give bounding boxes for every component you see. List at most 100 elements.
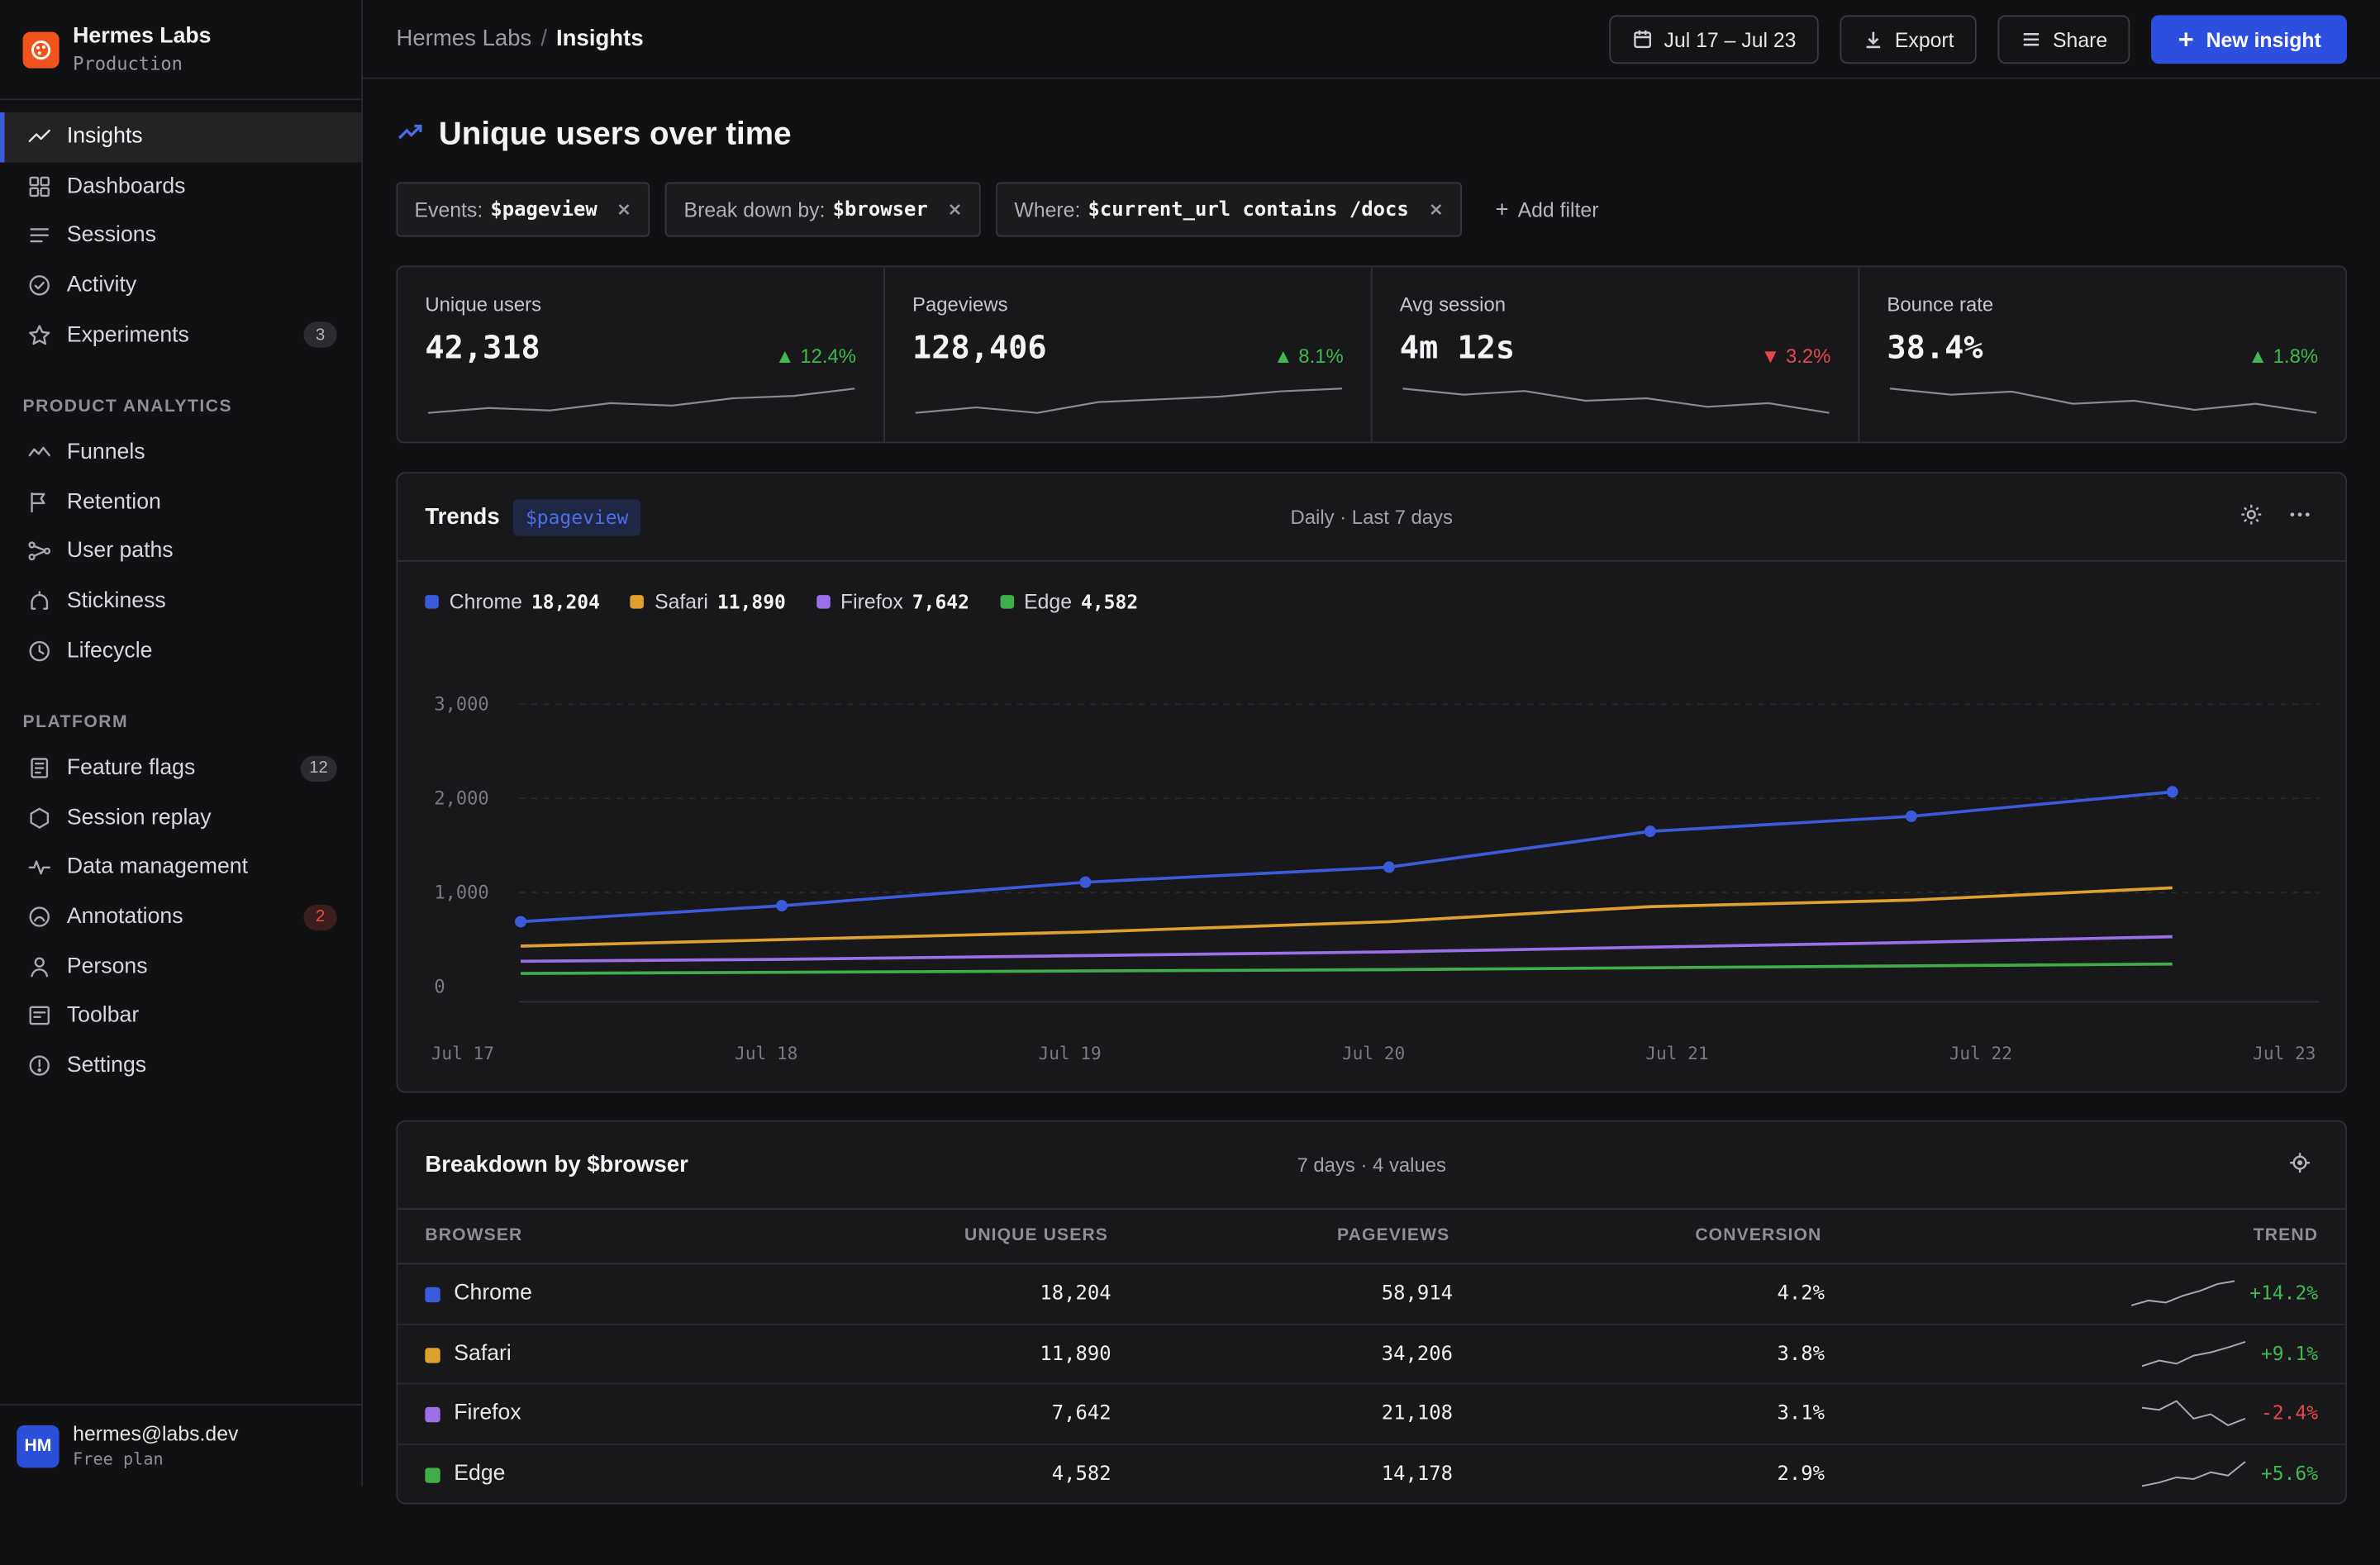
page-title: Unique users over time — [438, 117, 792, 152]
sidebar-item-dashboards[interactable]: Dashboards — [0, 162, 361, 212]
user-menu[interactable]: HM hermes@labs.dev Free plan — [0, 1404, 362, 1486]
pageviews-value: 58,914 — [1381, 1282, 1454, 1306]
export-button[interactable]: Export — [1840, 15, 1978, 64]
data-point[interactable] — [1383, 861, 1395, 873]
add-filter-button[interactable]: + Add filter — [1495, 197, 1598, 222]
series-line-chrome[interactable] — [520, 790, 2173, 924]
arrow-up-icon: ▲ — [2248, 344, 2268, 368]
legend-item[interactable]: Firefox 7,642 — [816, 590, 969, 614]
event-tag[interactable]: $pageview — [513, 498, 641, 535]
sidebar-item-label: Funnels — [66, 440, 145, 465]
filter-label: Events: — [414, 197, 483, 221]
sidebar-item-user-paths[interactable]: User paths — [0, 527, 361, 577]
table-row[interactable]: Chrome 18,204 58,914 4.2% +14.2% — [397, 1264, 2346, 1325]
legend-item[interactable]: Edge 4,582 — [999, 591, 1138, 613]
stat-sparkline — [915, 388, 1342, 414]
sidebar-item-label: Insights — [66, 125, 143, 150]
data-point[interactable] — [2166, 786, 2178, 798]
crosshair-icon[interactable] — [2287, 1150, 2311, 1182]
sidebar-item-lifecycle[interactable]: Lifecycle — [0, 626, 361, 675]
date-range-label: Jul 17 – Jul 23 — [1664, 27, 1797, 51]
col-trend[interactable]: TREND — [2253, 1226, 2319, 1245]
stat-label: Pageviews — [912, 293, 1008, 316]
sidebar-item-retention[interactable]: Retention — [0, 478, 361, 527]
brand[interactable]: Hermes Labs Production — [0, 0, 362, 101]
col-unique-users[interactable]: UNIQUE USERS — [964, 1226, 1109, 1245]
sidebar-item-settings[interactable]: Settings — [0, 1040, 361, 1090]
col-conversion[interactable]: CONVERSION — [1695, 1226, 1822, 1245]
more-icon[interactable] — [2287, 502, 2311, 535]
col-pageviews[interactable]: PAGEVIEWS — [1337, 1226, 1450, 1245]
table-row[interactable]: Edge 4,582 14,178 2.9% +5.6% — [397, 1445, 2345, 1506]
data-point[interactable] — [776, 900, 788, 912]
sidebar-item-session-replay[interactable]: Session replay — [0, 793, 361, 843]
legend-item[interactable]: Chrome 18,204 — [425, 591, 600, 613]
legend-item[interactable]: Safari 11,890 — [630, 591, 786, 613]
share-button[interactable]: Share — [1997, 15, 2130, 64]
sidebar-item-stickiness[interactable]: Stickiness — [0, 577, 361, 626]
sidebar-item-experiments[interactable]: Experiments 3 — [0, 310, 361, 359]
plus-icon — [2178, 31, 2196, 49]
filter-chip[interactable]: Break down by: $browser — [665, 182, 982, 237]
sidebar: Hermes Labs Production Insights Dashboard… — [0, 0, 364, 1487]
sidebar-item-persons[interactable]: Persons — [0, 942, 361, 992]
stat-change-value: 8.1% — [1298, 344, 1344, 368]
conversion-value: 3.8% — [1777, 1343, 1825, 1366]
sidebar-item-activity[interactable]: Activity — [0, 261, 361, 311]
col-browser[interactable]: BROWSER — [425, 1226, 523, 1245]
data-point[interactable] — [1905, 810, 1917, 822]
calendar-icon — [1632, 29, 1654, 50]
data-point[interactable] — [515, 916, 527, 928]
sidebar-item-toolbar[interactable]: Toolbar — [0, 991, 361, 1040]
close-icon[interactable] — [617, 202, 632, 216]
trends-chart: 3,000 2,000 1,000 0 Jul 17 Jul 18 Jul 19 Jul 20… — [431, 695, 2320, 1063]
share-label: Share — [2052, 27, 2108, 51]
data-point[interactable] — [1644, 825, 1656, 838]
stat-card[interactable]: Avg session 4m 12s ▼ 3.2% — [1373, 267, 1860, 442]
stat-card[interactable]: Unique users 42,318 ▲ 12.4% — [397, 267, 885, 442]
count-badge: 2 — [303, 904, 337, 930]
grid-icon — [27, 174, 51, 198]
filter-chip[interactable]: Where: $current_url contains /docs — [996, 182, 1463, 237]
arrow-down-icon: ▼ — [1760, 344, 1781, 368]
brand-name: Hermes Labs — [73, 24, 212, 49]
browser-name: Safari — [454, 1341, 512, 1366]
sidebar-item-sessions[interactable]: Sessions — [0, 212, 361, 261]
person-icon — [27, 954, 51, 978]
breadcrumb-current: Insights — [556, 26, 644, 52]
breadcrumb-parent[interactable]: Hermes Labs — [396, 26, 532, 52]
sidebar-item-feature-flags[interactable]: Feature flags 12 — [0, 744, 361, 793]
sidebar-item-data-management[interactable]: Data management — [0, 843, 361, 892]
stat-card[interactable]: Pageviews 128,406 ▲ 8.1% — [885, 267, 1373, 442]
table-row[interactable]: Firefox 7,642 21,108 3.1% -2.4% — [397, 1385, 2346, 1445]
filter-chip[interactable]: Events: $pageview — [396, 182, 651, 237]
trend-value: +9.1% — [2260, 1341, 2319, 1364]
close-icon[interactable] — [948, 202, 963, 216]
series-line-edge[interactable] — [521, 962, 2173, 975]
new-insight-button[interactable]: New insight — [2151, 15, 2348, 64]
stat-card[interactable]: Bounce rate 38.4% ▲ 1.8% — [1859, 267, 2345, 441]
stat-change: ▲ 1.8% — [2248, 345, 2318, 368]
sidebar-item-insights[interactable]: Insights — [0, 112, 362, 162]
date-range-button[interactable]: Jul 17 – Jul 23 — [1609, 15, 1820, 64]
pageviews-value: 21,108 — [1381, 1403, 1454, 1426]
data-point[interactable] — [1079, 876, 1092, 888]
sidebar-item-annotations[interactable]: Annotations 2 — [0, 892, 361, 942]
close-icon[interactable] — [1429, 202, 1444, 216]
sidebar-item-funnels[interactable]: Funnels — [0, 428, 361, 478]
y-tick-label: 2,000 — [434, 789, 488, 810]
sidebar-item-label: Sessions — [66, 223, 156, 249]
sparkline-path — [1402, 388, 1830, 414]
sidebar-item-label: Annotations — [66, 904, 183, 930]
trends-title: Trends — [425, 503, 500, 530]
series-line-firefox[interactable] — [521, 935, 2173, 963]
sidebar-item-label: Experiments — [66, 322, 189, 348]
filter-label: Break down by: — [683, 197, 826, 221]
breakdown-header: Breakdown by $browser 7 days · 4 values — [397, 1122, 2346, 1211]
sun-settings-icon[interactable] — [2240, 502, 2263, 535]
series-line-safari[interactable] — [521, 886, 2173, 948]
legend-value: 7,642 — [912, 590, 969, 614]
user-plan: Free plan — [73, 1449, 164, 1470]
table-row[interactable]: Safari 11,890 34,206 3.8% +9.1% — [397, 1325, 2346, 1386]
main-content: Hermes Labs / Insights Jul 17 – Jul 23 E… — [363, 0, 2380, 1565]
